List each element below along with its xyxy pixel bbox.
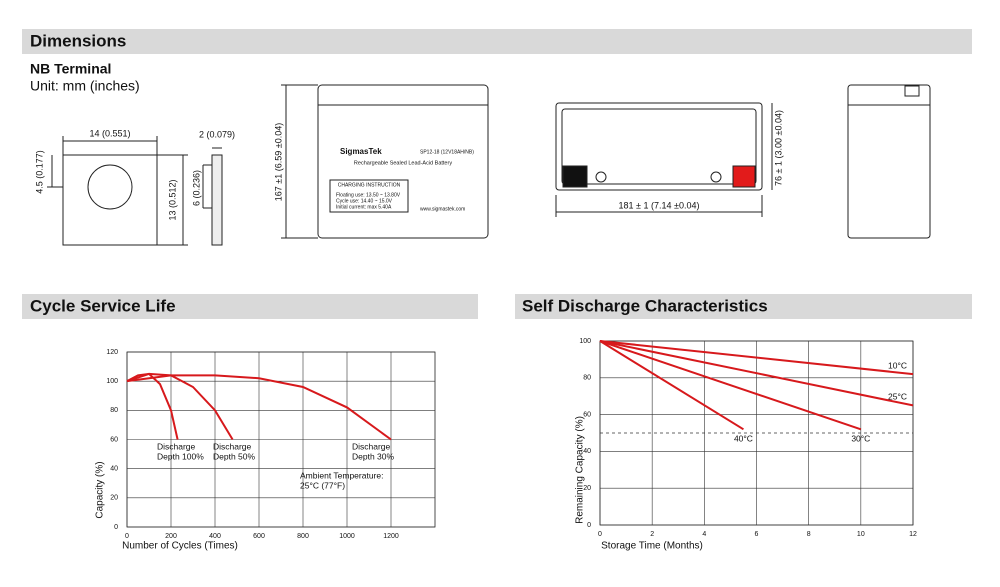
annotation: Discharge <box>352 441 391 451</box>
series-line <box>126 372 179 440</box>
y-tick-label: 60 <box>110 436 118 443</box>
brand: SigmasTek <box>340 147 382 156</box>
dim-label: 76 ± 1 (3.00 ±0.04) <box>773 110 783 186</box>
series-label: 25°C <box>888 392 907 402</box>
series-label: 10°C <box>888 360 907 370</box>
terminal-drawing <box>47 136 223 246</box>
dim-label: 13 (0.512) <box>167 179 177 220</box>
series-line <box>599 340 744 431</box>
battery-front <box>281 84 489 239</box>
y-tick-label: 60 <box>583 411 591 418</box>
x-tick-label: 6 <box>755 531 759 538</box>
x-tick-label: 800 <box>297 533 309 540</box>
x-axis-label: Storage Time (Months) <box>601 541 703 552</box>
y-tick-label: 20 <box>110 495 118 502</box>
series-label: 40°C <box>734 434 753 444</box>
subtitle: NB Terminal <box>30 61 111 77</box>
series-line <box>599 340 862 431</box>
dim-label: 4.5 (0.177) <box>34 150 44 194</box>
description: Rechargeable Sealed Lead-Acid Battery <box>354 160 452 166</box>
dim-label: 167 ±1 (6.59 ±0.04) <box>273 123 283 201</box>
battery-top <box>555 84 931 239</box>
y-tick-label: 120 <box>106 349 118 356</box>
model: SP12-18 (12V18AH/NB) <box>420 149 474 155</box>
x-tick-label: 1000 <box>339 533 355 540</box>
y-tick-label: 80 <box>583 375 591 382</box>
section-title: Cycle Service Life <box>30 296 176 315</box>
unit: Unit: mm (inches) <box>30 78 140 94</box>
dim-label: 181 ± 1 (7.14 ±0.04) <box>619 200 700 210</box>
y-axis-label: Remaining Capacity (%) <box>575 416 586 524</box>
section-bar <box>22 294 478 319</box>
series-line <box>599 340 914 407</box>
section-title: Dimensions <box>30 31 126 50</box>
x-tick-label: 1200 <box>383 533 399 540</box>
annotation: Discharge <box>213 441 252 451</box>
annotation: Depth 50% <box>213 451 255 461</box>
series-label: 30°C <box>851 434 870 444</box>
y-tick-label: 40 <box>110 466 118 473</box>
annotation: Discharge <box>157 441 196 451</box>
series-line <box>599 340 914 376</box>
y-tick-label: 40 <box>583 448 591 455</box>
y-tick-label: 100 <box>579 338 591 345</box>
y-tick-label: 20 <box>583 485 591 492</box>
annotation: Depth 30% <box>352 451 394 461</box>
label-text: Floating use: 13.50 ~ 13.80V <box>336 192 401 198</box>
annotation: Ambient Temperature: <box>300 470 383 480</box>
series-line <box>126 372 234 441</box>
section-bar <box>22 29 972 54</box>
dim-label: 6 (0.236) <box>191 170 201 206</box>
section-bar <box>515 294 972 319</box>
section-title: Self Discharge Characteristics <box>522 296 768 315</box>
label-text: www.sigmastek.com <box>420 206 465 212</box>
label-text: Initial current: max 5.40A <box>336 204 392 210</box>
x-tick-label: 0 <box>125 533 129 540</box>
y-tick-label: 0 <box>587 522 591 529</box>
dim-label: 2 (0.079) <box>199 129 235 139</box>
x-tick-label: 400 <box>209 533 221 540</box>
dim-label: 14 (0.551) <box>89 128 130 138</box>
x-tick-label: 600 <box>253 533 265 540</box>
label-text: Cycle use: 14.40 ~ 15.0V <box>336 198 393 204</box>
x-tick-label: 10 <box>857 531 865 538</box>
x-tick-label: 12 <box>909 531 917 538</box>
annotation: 25°C (77°F) <box>300 480 345 490</box>
x-tick-label: 4 <box>702 531 706 538</box>
x-tick-label: 0 <box>598 531 602 538</box>
series-line <box>126 374 392 441</box>
y-axis-label: Capacity (%) <box>95 461 106 518</box>
annotation: Depth 100% <box>157 451 204 461</box>
x-tick-label: 8 <box>807 531 811 538</box>
x-tick-label: 2 <box>650 531 654 538</box>
x-axis-label: Number of Cycles (Times) <box>122 541 238 552</box>
y-tick-label: 100 <box>106 378 118 385</box>
y-tick-label: 0 <box>114 524 118 531</box>
label-text: CHARGING INSTRUCTION <box>338 182 401 188</box>
x-tick-label: 200 <box>165 533 177 540</box>
y-tick-label: 80 <box>110 407 118 414</box>
